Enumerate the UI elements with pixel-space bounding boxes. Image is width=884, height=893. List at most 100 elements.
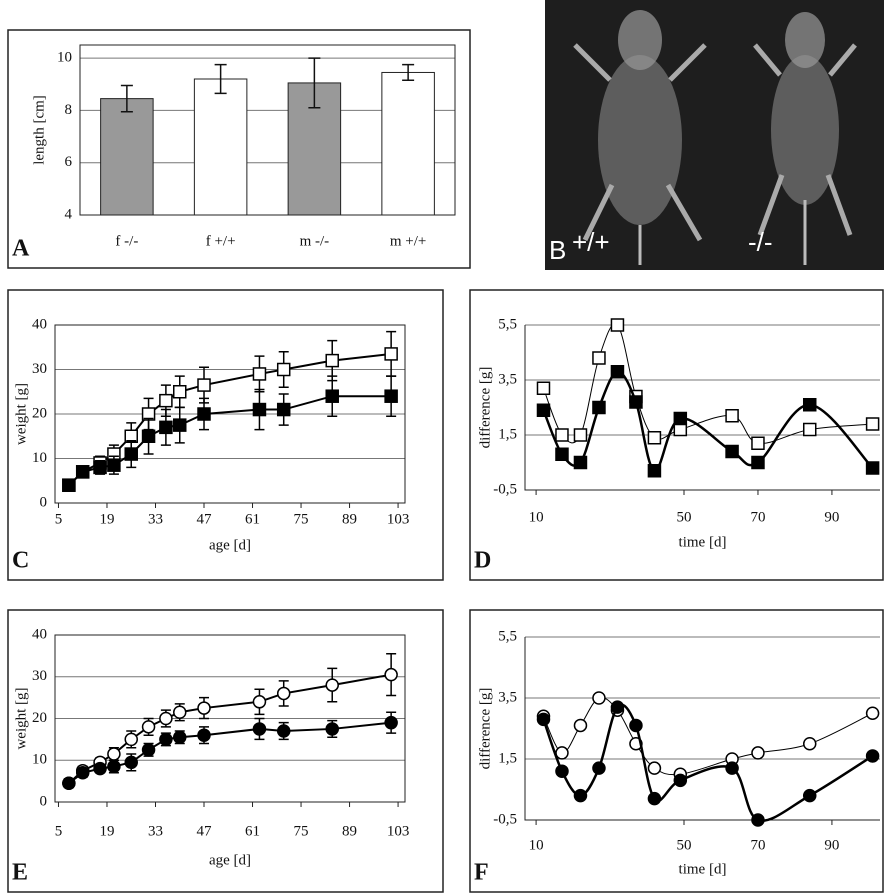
y-tick-label: 0	[40, 494, 48, 510]
marker	[173, 385, 187, 399]
marker	[555, 764, 569, 778]
y-tick-label: 10	[57, 50, 72, 66]
y-tick-label: 10	[32, 752, 47, 768]
chart-panel: 0 10 20 30 40 weight [g] E 5 19 33 47 61 75 89 103 age …	[7, 609, 444, 893]
chart-panel: 4 6 8 10 length [cm] A f -/- f +/+ m -/- m +/+	[7, 29, 471, 269]
x-tick-label: 70	[750, 837, 765, 853]
x-tick-label: 75	[294, 823, 309, 839]
y-tick-label: 1,5	[498, 750, 517, 766]
panel-frame	[7, 289, 444, 581]
marker	[141, 429, 156, 443]
marker	[159, 732, 173, 747]
y-tick-label: 6	[65, 154, 73, 170]
marker	[629, 718, 643, 733]
y-tick-label: 0	[40, 793, 48, 809]
marker	[197, 378, 211, 392]
marker	[107, 759, 121, 774]
y-tick-label: -0,5	[493, 481, 517, 497]
panel-letter: D	[474, 548, 491, 574]
x-tick-label: 5	[55, 511, 63, 527]
bar	[193, 78, 248, 216]
x-tick-label: 33	[148, 511, 163, 527]
x-tick-label: 90	[824, 509, 839, 525]
y-tick-label: 20	[32, 710, 47, 726]
marker	[197, 728, 211, 742]
error-bar	[308, 57, 321, 109]
error-bar	[402, 63, 415, 82]
y-tick-label: 8	[65, 102, 73, 118]
marker	[536, 712, 551, 727]
axes	[524, 325, 880, 491]
marker	[276, 362, 291, 377]
y-axis-label: weight [g]	[13, 687, 29, 749]
x-tick-label: f -/-	[115, 233, 138, 249]
panel-frame	[7, 29, 471, 269]
y-tick-label: 3,5	[498, 371, 517, 387]
marker	[573, 788, 588, 803]
y-tick-label: 20	[32, 405, 47, 421]
marker	[573, 718, 588, 733]
x-tick-label: 33	[148, 823, 163, 839]
marker	[252, 722, 267, 736]
mouse-wt-limbs	[573, 43, 707, 242]
marker	[865, 461, 880, 475]
x-axis-label: age [d]	[209, 537, 251, 553]
marker	[107, 458, 121, 472]
x-tick-label: 75	[294, 511, 309, 527]
bar	[100, 98, 154, 216]
x-tick-label: 19	[99, 511, 114, 527]
marker	[75, 766, 90, 780]
marker	[629, 395, 643, 409]
chart-panel: -0,5 1,5 3,5 5,5 difference [g] F 10 50 70 90 time…	[469, 609, 884, 893]
x-tick-label: 89	[342, 823, 357, 839]
marker	[751, 813, 765, 827]
y-tick-label: 5,5	[498, 316, 517, 332]
marker	[325, 389, 339, 403]
marker	[865, 417, 880, 431]
chart-panel: 0 10 20 30 40 weight [g] C 5 19 33 47 61 75 89 103 age …	[7, 289, 444, 581]
marker	[725, 444, 739, 459]
series-line	[542, 370, 874, 473]
marker	[141, 720, 156, 734]
y-tick-label: 5,5	[498, 628, 517, 644]
marker	[173, 730, 187, 745]
marker	[725, 409, 739, 423]
marker	[159, 711, 173, 726]
marker	[384, 715, 398, 730]
marker	[252, 367, 267, 381]
marker	[802, 788, 817, 803]
x-axis-label: age [d]	[209, 852, 251, 868]
y-axis-label: difference [g]	[477, 688, 493, 770]
marker	[592, 691, 606, 705]
marker	[384, 347, 398, 361]
marker	[141, 743, 156, 757]
marker	[555, 746, 569, 760]
y-tick-label: 30	[32, 668, 47, 684]
marker	[610, 700, 625, 714]
x-tick-label: 47	[197, 511, 213, 527]
x-tick-label: 103	[387, 511, 410, 527]
mouse-ko-head	[785, 12, 825, 68]
marker	[159, 393, 173, 408]
marker	[673, 411, 688, 426]
x-tick-label: 47	[197, 823, 213, 839]
x-tick-label: 70	[750, 509, 765, 525]
marker	[647, 761, 662, 775]
marker	[252, 695, 267, 709]
y-tick-label: 10	[32, 450, 47, 466]
y-tick-label: -0,5	[493, 811, 517, 827]
marker	[751, 455, 765, 470]
marker	[197, 701, 211, 715]
mouse-wt-head	[618, 10, 662, 70]
series-line	[543, 696, 873, 776]
marker	[865, 749, 880, 763]
x-tick-label: 19	[99, 823, 114, 839]
marker	[673, 773, 688, 788]
y-tick-label: 4	[65, 206, 73, 222]
x-tick-label: 90	[824, 837, 839, 853]
marker	[62, 478, 76, 492]
genotype-label: -/-	[748, 227, 773, 257]
y-axis-label: length [cm]	[31, 95, 47, 165]
plot-frame	[54, 324, 406, 504]
